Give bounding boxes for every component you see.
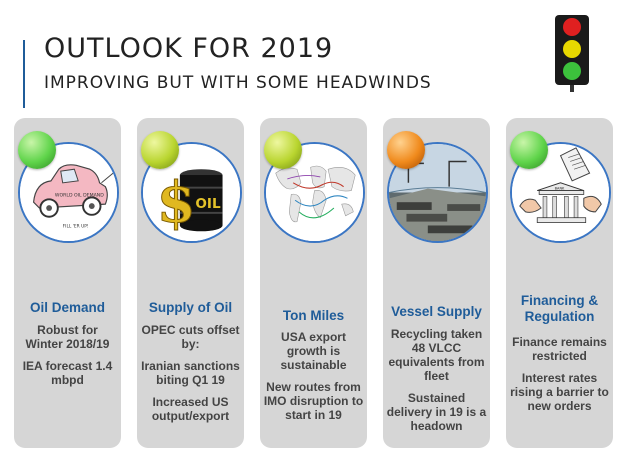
card-point: Finance remains restricted [512, 335, 607, 363]
card-body: OPEC cuts offset by: Iranian sanctions b… [140, 323, 241, 431]
status-light [18, 131, 56, 169]
card-title: Supply of Oil [148, 300, 233, 315]
card-body: Robust for Winter 2018/19 IEA forecast 1… [17, 323, 118, 395]
traffic-light-icon [555, 15, 589, 92]
card-title: Ton Miles [282, 308, 345, 323]
card-point: Recycling taken 48 VLCC equivalents from… [388, 327, 485, 383]
card-financing-regulation: BANK Financing & Regulation Finance rema… [506, 118, 613, 448]
card-point: Interest rates rising a barrier to new o… [510, 371, 609, 413]
card-point: IEA forecast 1.4 mbpd [22, 359, 113, 387]
card-point: OPEC cuts offset by: [141, 323, 240, 351]
world-map-icon [264, 142, 365, 243]
page-title: OUTLOOK FOR 2019 [44, 33, 334, 64]
illustration-text: BANK [555, 187, 565, 191]
illustration-text: OIL [195, 196, 221, 212]
card-supply-of-oil: OIL $ Supply of Oil OPEC cuts offset by:… [137, 118, 244, 448]
illustration-text: $ [157, 170, 196, 236]
card-oil-demand: WORLD OIL DEMAND FILL 'ER UP! Oil Demand… [14, 118, 121, 448]
illustration-text: WORLD OIL DEMAND [55, 192, 104, 198]
card-title: Oil Demand [29, 300, 105, 315]
traffic-light-red [563, 18, 581, 36]
card-ton-miles: Ton Miles USA export growth is sustainab… [260, 118, 367, 448]
status-light [141, 131, 179, 169]
card-title: Financing & Regulation [520, 293, 599, 324]
card-vessel-supply: Vessel Supply Recycling taken 48 VLCC eq… [383, 118, 490, 448]
card-body: Finance remains restricted Interest rate… [509, 335, 610, 421]
card-point: USA export growth is sustainable [280, 330, 347, 372]
card-point: Robust for Winter 2018/19 [25, 323, 110, 351]
status-light [510, 131, 548, 169]
status-light [387, 131, 425, 169]
card-point: New routes from IMO disruption to start … [263, 380, 364, 422]
illustration-text: FILL 'ER UP! [63, 223, 89, 229]
page-subtitle: IMPROVING BUT WITH SOME HEADWINDS [44, 73, 432, 93]
status-light [264, 131, 302, 169]
card-body: Recycling taken 48 VLCC equivalents from… [386, 327, 487, 441]
card-point: Sustained delivery in 19 is a headown [386, 391, 487, 433]
traffic-light-yellow [563, 40, 581, 58]
card-point: Increased US output/export [151, 395, 230, 423]
card-title: Vessel Supply [391, 304, 482, 319]
traffic-light-green [563, 62, 581, 80]
card-body: USA export growth is sustainable New rou… [263, 330, 364, 430]
card-point: Iranian sanctions biting Q1 19 [141, 359, 240, 387]
header-accent-bar [23, 40, 25, 108]
